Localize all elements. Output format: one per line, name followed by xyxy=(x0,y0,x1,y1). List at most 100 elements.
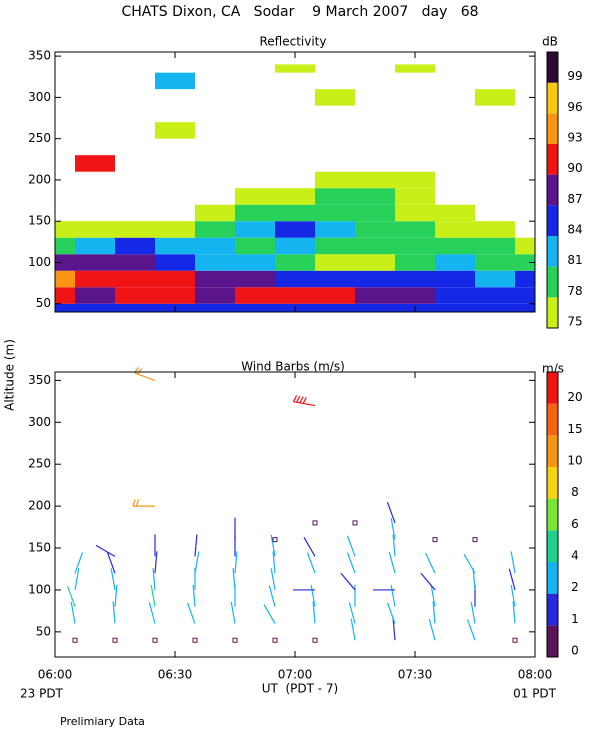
reflectivity-cell xyxy=(315,287,355,304)
colorbar-segment xyxy=(547,52,558,83)
reflectivity-cell xyxy=(115,237,155,255)
reflectivity-cell xyxy=(395,171,435,189)
reflectivity-cell xyxy=(115,270,155,288)
wind-barb xyxy=(390,517,396,540)
wind-barb xyxy=(430,584,436,607)
wind-barb xyxy=(466,619,476,641)
wind-barb xyxy=(392,618,396,641)
reflectivity-cell xyxy=(475,254,515,271)
wind-barb xyxy=(230,601,236,624)
colorbar-label: 2 xyxy=(571,580,579,594)
colorbar-label: 75 xyxy=(567,315,582,329)
reflectivity-cell xyxy=(155,237,195,255)
reflectivity-cell xyxy=(355,287,395,304)
panel-title: Wind Barbs (m/s) xyxy=(241,360,345,374)
reflectivity-cell xyxy=(195,237,235,255)
reflectivity-cell xyxy=(355,303,395,312)
y-tick-label: 100 xyxy=(28,255,51,269)
wind-barb xyxy=(234,551,238,574)
reflectivity-cell xyxy=(275,64,315,73)
reflectivity-cell xyxy=(155,221,195,238)
calm-marker xyxy=(232,637,238,643)
reflectivity-cell xyxy=(355,204,395,222)
reflectivity-cell xyxy=(395,287,435,304)
reflectivity-cell xyxy=(515,254,535,271)
colorbar-segment xyxy=(547,236,558,267)
reflectivity-cell xyxy=(475,270,515,288)
wind-barb xyxy=(66,585,76,607)
reflectivity-cell xyxy=(195,221,235,238)
wind-barb xyxy=(268,585,276,607)
wind-barb xyxy=(152,567,156,590)
reflectivity-cell xyxy=(475,237,515,255)
wind-barb xyxy=(350,618,356,641)
wind-barb xyxy=(390,584,396,607)
colorbar-label: 4 xyxy=(571,549,579,563)
colorbar-label: 81 xyxy=(567,253,582,267)
reflectivity-cell xyxy=(435,303,475,312)
wind-barb xyxy=(292,395,316,407)
reflectivity-cell xyxy=(355,237,395,255)
calm-marker xyxy=(192,637,198,643)
wind-barb xyxy=(470,601,476,624)
reflectivity-cell xyxy=(75,270,115,288)
wind-barb xyxy=(154,551,158,574)
reflectivity-cell xyxy=(75,221,115,238)
wind-barb xyxy=(192,584,196,607)
reflectivity-cell xyxy=(75,287,115,304)
colorbar-label: 10 xyxy=(567,454,582,468)
calm-marker xyxy=(272,637,278,643)
reflectivity-cell xyxy=(515,303,535,312)
wind-barb xyxy=(270,534,276,557)
x-tick-label: 07:30 xyxy=(398,668,433,682)
reflectivity-cell xyxy=(55,303,75,312)
wind-barb xyxy=(386,502,396,524)
wind-barb xyxy=(512,601,516,624)
reflectivity-cell xyxy=(115,254,155,271)
reflectivity-cell xyxy=(75,303,115,312)
reflectivity-cell xyxy=(235,270,275,288)
reflectivity-cell xyxy=(475,89,515,106)
calm-marker xyxy=(152,637,158,643)
colorbar-frame xyxy=(546,51,559,329)
y-tick-label: 350 xyxy=(28,373,51,387)
panel-title: Reflectivity xyxy=(259,35,326,49)
colorbar-segment xyxy=(547,562,558,594)
reflectivity-cell xyxy=(155,254,195,271)
reflectivity-cell xyxy=(115,287,155,304)
wind-barb xyxy=(194,534,198,557)
colorbar-label: 99 xyxy=(567,69,582,83)
calm-marker xyxy=(312,637,318,643)
y-tick-label: 100 xyxy=(28,582,51,596)
colorbar-segment xyxy=(547,144,558,175)
y-tick-label: 350 xyxy=(28,49,51,63)
colorbar-segment xyxy=(547,113,558,144)
reflectivity-cell xyxy=(315,89,355,106)
colorbar-frame xyxy=(546,371,559,658)
reflectivity-cell xyxy=(315,270,355,288)
y-tick-label: 150 xyxy=(28,541,51,555)
reflectivity-cell xyxy=(275,287,315,304)
reflectivity-cell xyxy=(435,221,475,238)
y-tick-label: 200 xyxy=(28,172,51,186)
reflectivity-cell xyxy=(395,204,435,222)
colorbar-segment xyxy=(547,174,558,206)
wind-barb xyxy=(463,553,476,574)
colorbar-segment xyxy=(547,530,558,562)
colorbar-label: 78 xyxy=(567,284,582,298)
reflectivity-cell xyxy=(75,155,115,172)
wind-barb xyxy=(95,544,116,557)
wind-barb xyxy=(306,552,316,574)
wind-barb xyxy=(420,572,436,591)
reflectivity-cell xyxy=(235,303,275,312)
wind-barb xyxy=(110,568,116,591)
reflectivity-cell xyxy=(195,254,235,271)
page-title: CHATS Dixon, CA Sodar 9 March 2007 day 6… xyxy=(121,4,478,20)
reflectivity-cell xyxy=(75,254,115,271)
wind-barb xyxy=(148,602,156,624)
colorbar-segment xyxy=(547,82,558,114)
reflectivity-cell xyxy=(515,237,535,255)
reflectivity-cell xyxy=(275,204,315,222)
wind-barb xyxy=(346,535,356,557)
y-tick-label: 50 xyxy=(36,624,51,638)
